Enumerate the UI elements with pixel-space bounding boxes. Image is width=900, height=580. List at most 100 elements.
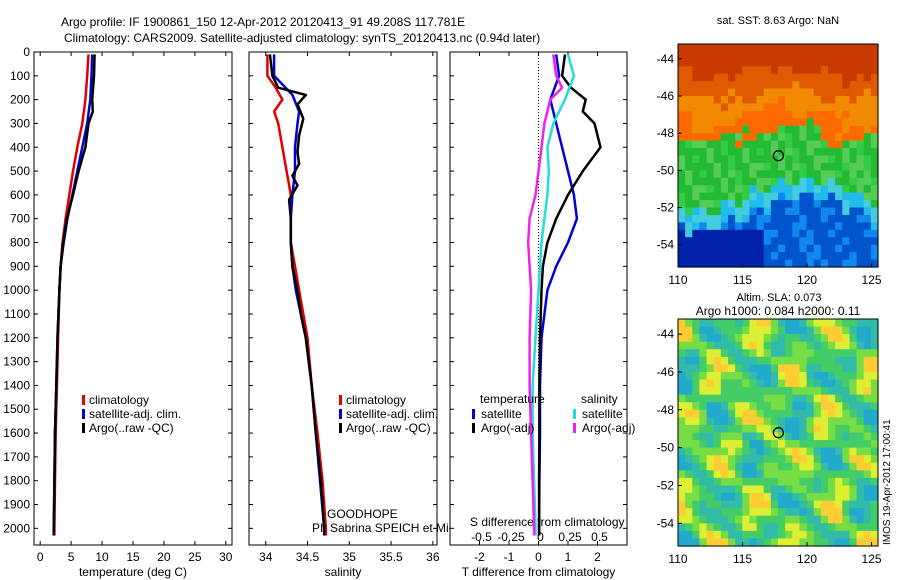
map-y-tick-label: -52 bbox=[657, 478, 675, 492]
map-cell bbox=[785, 177, 793, 186]
map-cell bbox=[706, 207, 715, 216]
map-cell bbox=[692, 334, 701, 343]
map-cell bbox=[770, 485, 779, 494]
map-cell bbox=[792, 58, 801, 67]
map-cell bbox=[699, 125, 708, 134]
map-cell bbox=[863, 334, 872, 343]
map-cell bbox=[713, 96, 722, 105]
map-cell bbox=[849, 477, 858, 487]
map-cell bbox=[756, 44, 765, 53]
map-cell bbox=[742, 200, 751, 209]
map-cell bbox=[849, 222, 858, 231]
map-cell bbox=[770, 462, 779, 471]
map-cell bbox=[863, 110, 872, 119]
map-cell bbox=[778, 207, 786, 216]
map-cell bbox=[806, 222, 815, 231]
map-cell bbox=[785, 523, 793, 532]
map-cell bbox=[742, 356, 751, 365]
map-cell bbox=[735, 477, 743, 487]
map-cell bbox=[778, 51, 786, 60]
map-cell bbox=[763, 88, 772, 97]
map-cell bbox=[856, 81, 865, 90]
map-cell bbox=[685, 177, 693, 186]
map-cell bbox=[735, 424, 743, 434]
map-cell bbox=[778, 455, 786, 464]
map-cell bbox=[685, 394, 693, 403]
map-cell bbox=[835, 538, 843, 547]
map-cell bbox=[820, 356, 829, 365]
map-cell bbox=[849, 356, 858, 365]
map-cell bbox=[792, 432, 801, 441]
map-cell bbox=[863, 402, 872, 411]
map-cell bbox=[863, 177, 872, 186]
map-cell bbox=[720, 477, 729, 487]
argo-location-marker bbox=[772, 427, 785, 439]
map-cell bbox=[785, 326, 793, 335]
legend-label: Argo(..raw -QC) bbox=[346, 421, 431, 435]
map-cell bbox=[742, 58, 751, 67]
map-cell bbox=[806, 140, 815, 149]
map-cell bbox=[799, 530, 808, 540]
map-cell bbox=[763, 477, 772, 487]
map-cell bbox=[820, 237, 829, 246]
map-cell bbox=[863, 81, 872, 90]
map-cell bbox=[728, 409, 736, 418]
map-cell bbox=[806, 88, 815, 97]
map-cell bbox=[678, 364, 686, 373]
map-cell bbox=[849, 319, 858, 328]
map-cell bbox=[870, 417, 879, 426]
map-cell bbox=[728, 485, 736, 494]
map-cell bbox=[806, 515, 815, 524]
map-cell bbox=[806, 51, 815, 60]
map-cell bbox=[706, 500, 715, 509]
map-cell bbox=[699, 103, 708, 112]
map-cell bbox=[792, 424, 801, 434]
map-cell bbox=[806, 394, 815, 403]
map-cell bbox=[799, 364, 808, 373]
map-cell bbox=[706, 44, 715, 53]
map-cell bbox=[778, 73, 786, 82]
series-line-argo-raw-qc- bbox=[268, 54, 326, 536]
map-cell bbox=[770, 125, 779, 134]
map-cell bbox=[813, 229, 822, 238]
legend-swatch bbox=[573, 409, 576, 419]
map-cell bbox=[778, 133, 786, 142]
map-cell bbox=[678, 455, 686, 464]
map-cell bbox=[685, 118, 693, 127]
map-cell bbox=[735, 515, 743, 524]
map-cell bbox=[692, 103, 701, 112]
map-cell bbox=[856, 500, 865, 509]
map-cell bbox=[735, 237, 743, 246]
map-cell bbox=[820, 103, 829, 112]
map-cell bbox=[785, 440, 793, 449]
map-cell bbox=[792, 485, 801, 494]
map-cell bbox=[692, 470, 701, 479]
map-cell bbox=[678, 508, 686, 517]
map-cell bbox=[835, 133, 843, 142]
depth-tick-label: 300 bbox=[10, 116, 30, 130]
map-cell bbox=[685, 319, 693, 328]
map-cell bbox=[820, 387, 829, 396]
map-cell bbox=[713, 259, 722, 268]
map-cell bbox=[685, 417, 693, 426]
map-cell bbox=[692, 222, 701, 231]
map-cell bbox=[792, 356, 801, 365]
map-cell bbox=[820, 409, 829, 418]
map-cell bbox=[870, 387, 879, 396]
map-cell bbox=[863, 96, 872, 105]
map-cell bbox=[720, 96, 729, 105]
map-cell bbox=[828, 125, 836, 134]
map-cell bbox=[778, 470, 786, 479]
map-cell bbox=[749, 387, 758, 396]
map-cell bbox=[806, 229, 815, 238]
map-cell bbox=[756, 118, 765, 127]
map-cell bbox=[713, 118, 722, 127]
map-cell bbox=[692, 170, 701, 179]
map-cell bbox=[749, 170, 758, 179]
map-cell bbox=[678, 538, 686, 547]
map-cell bbox=[799, 103, 808, 112]
map-cell bbox=[742, 341, 751, 350]
map-cell bbox=[735, 58, 743, 67]
map-cell bbox=[828, 387, 836, 396]
map-cell bbox=[770, 162, 779, 171]
